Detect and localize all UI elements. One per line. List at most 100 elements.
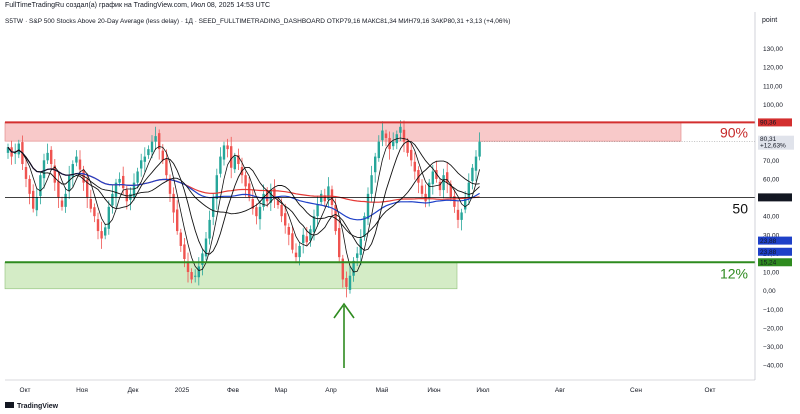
chart-caption: FullTimeTradingRu создал(а) график на Tr… (5, 2, 271, 9)
y-tick-label: −30,00 (763, 344, 783, 351)
symbol-ticker[interactable]: S5TW (5, 18, 24, 25)
candle-body (158, 133, 161, 150)
candle-body (93, 207, 96, 217)
candle-body (186, 261, 190, 273)
candle-body (24, 167, 28, 179)
candle-body (359, 238, 362, 255)
price-scale-mode[interactable]: point (762, 17, 778, 24)
candle-body (363, 216, 366, 238)
candle-body (370, 175, 373, 194)
y-tick-label: 30,00 (763, 232, 780, 239)
candle-body (35, 197, 38, 211)
candle-body (251, 199, 254, 209)
high-label: МАКС (362, 18, 381, 25)
candle-body (428, 182, 431, 199)
candle-body (204, 238, 208, 257)
candle-body (208, 219, 211, 239)
ma-tag-1: 23,88 (760, 238, 777, 245)
candle-body (183, 244, 186, 259)
candle-body (406, 141, 409, 153)
candle-body (392, 141, 395, 147)
up-arrow-annotation (333, 302, 355, 368)
candle-body (230, 146, 233, 168)
upper-price-tag: 90,36 (760, 120, 777, 127)
x-tick-label: Мар (275, 387, 288, 394)
candle-body (273, 188, 276, 198)
candle-body (143, 156, 146, 162)
candle-body (86, 179, 89, 198)
candle-body (129, 193, 132, 200)
candle-body (431, 171, 434, 185)
x-tick-label: Окт (705, 387, 716, 394)
candle-body (161, 150, 164, 161)
candle-body (179, 232, 182, 246)
tradingview-logo-icon (5, 402, 14, 408)
middle-level-label: 50 (732, 200, 748, 216)
candle-body (53, 165, 56, 183)
candle-body (467, 182, 470, 200)
x-tick-label: Апр (325, 387, 337, 394)
symbol-description: · S&P 500 Stocks Above 20-Day Average (l… (25, 18, 325, 25)
ma-tag-2-bg (758, 247, 792, 256)
price-tags: 90,36 80,31+12,63% 50,09 23,88 23,88 15,24 (758, 118, 794, 267)
open-label: ОТКР (326, 18, 344, 25)
lower-level-label: 12% (720, 265, 748, 281)
high-value: 81,34 (380, 18, 397, 25)
candle-body (190, 272, 193, 280)
candle-body (348, 275, 352, 290)
tradingview-logo-text: TradingView (17, 403, 59, 410)
candle-body (280, 205, 283, 217)
candle-body (453, 196, 456, 207)
candle-body (136, 171, 139, 183)
candle-body (107, 206, 110, 229)
x-tick-label: Дек (128, 387, 139, 394)
middle-price-tag-bg (758, 193, 792, 202)
candle-body (298, 245, 301, 258)
y-tick-label: 110,00 (763, 83, 783, 90)
candle-body (366, 193, 370, 220)
last-change-tag: +12,63% (760, 143, 786, 150)
candle-body (64, 193, 67, 207)
candle-body (399, 126, 402, 133)
y-tick-label: −10,00 (763, 307, 783, 314)
x-tick-label: Ноя (76, 387, 88, 394)
x-tick-label: Май (376, 386, 389, 394)
candle-body (172, 193, 175, 213)
candles (6, 120, 481, 298)
candle-body (219, 156, 222, 174)
candle-body (100, 231, 103, 239)
candle-body (111, 193, 114, 206)
open-value: 79,16 (343, 18, 361, 25)
candle-body (374, 156, 377, 173)
tradingview-logo[interactable]: TradingView (5, 402, 58, 410)
x-tick-label: Июн (427, 387, 441, 394)
candle-body (114, 182, 118, 197)
x-tick-label: Окт (20, 387, 31, 394)
level-lines: 90% 50 12% (5, 121, 755, 281)
x-tick-label: Сен (630, 387, 642, 394)
candle-body (262, 193, 265, 207)
candle-body (323, 195, 326, 202)
candle-body (32, 190, 35, 209)
y-tick-label: 0,00 (763, 288, 776, 295)
candle-body (122, 175, 125, 189)
change-value: +3,13 (+4,06%) (465, 18, 511, 25)
candle-body (460, 212, 463, 220)
candle-body (269, 190, 272, 203)
candle-body (226, 145, 229, 150)
candle-body (215, 175, 218, 200)
candle-body (420, 185, 424, 194)
ma-black-line-5 (7, 137, 480, 273)
candle-body (244, 175, 247, 187)
candle-body (284, 213, 287, 226)
candle-body (168, 178, 172, 194)
candle-body (449, 184, 452, 198)
y-tick-label: −20,00 (763, 325, 783, 332)
candle-body (381, 130, 384, 141)
candle-body (352, 260, 355, 276)
y-tick-label: −40,00 (763, 363, 783, 370)
low-label: МИН (398, 18, 414, 25)
candle-body (402, 129, 406, 142)
candle-body (478, 141, 481, 157)
